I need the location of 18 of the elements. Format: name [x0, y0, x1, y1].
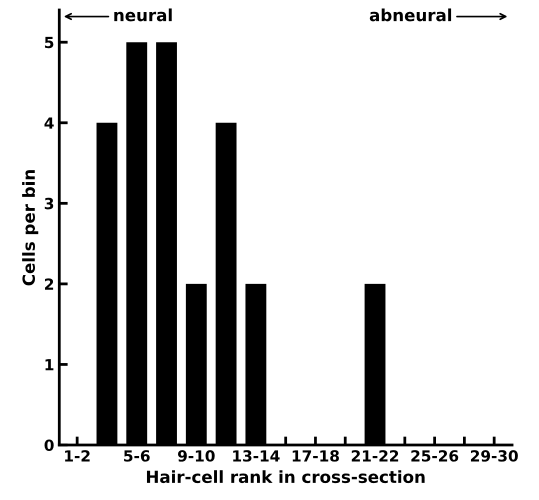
x-tick-label: 9-10	[178, 450, 215, 462]
x-tick-label: 17-18	[292, 450, 339, 462]
x-tick-label: 29-30	[470, 450, 518, 462]
y-tick-label: 2	[45, 278, 54, 290]
y-axis-title: Cells per bin	[22, 170, 38, 286]
y-tick-label: 5	[44, 36, 54, 48]
x-tick-label: 5-6	[124, 450, 150, 462]
y-tick-label: 1	[46, 359, 54, 370]
x-tick-label: 1-2	[65, 450, 90, 462]
y-tick-label: 0	[44, 439, 54, 452]
y-tick-label: 3	[44, 198, 54, 210]
x-tick-label: 13-14	[233, 450, 280, 462]
x-tick-label: 25-26	[411, 450, 458, 462]
y-tick-label: 4	[44, 117, 54, 129]
x-axis-title: Hair-cell rank in cross-section	[146, 470, 425, 484]
annotation: neural	[114, 8, 172, 22]
x-tick-label: 21-22	[352, 450, 398, 462]
annotation: abneural	[370, 8, 452, 22]
